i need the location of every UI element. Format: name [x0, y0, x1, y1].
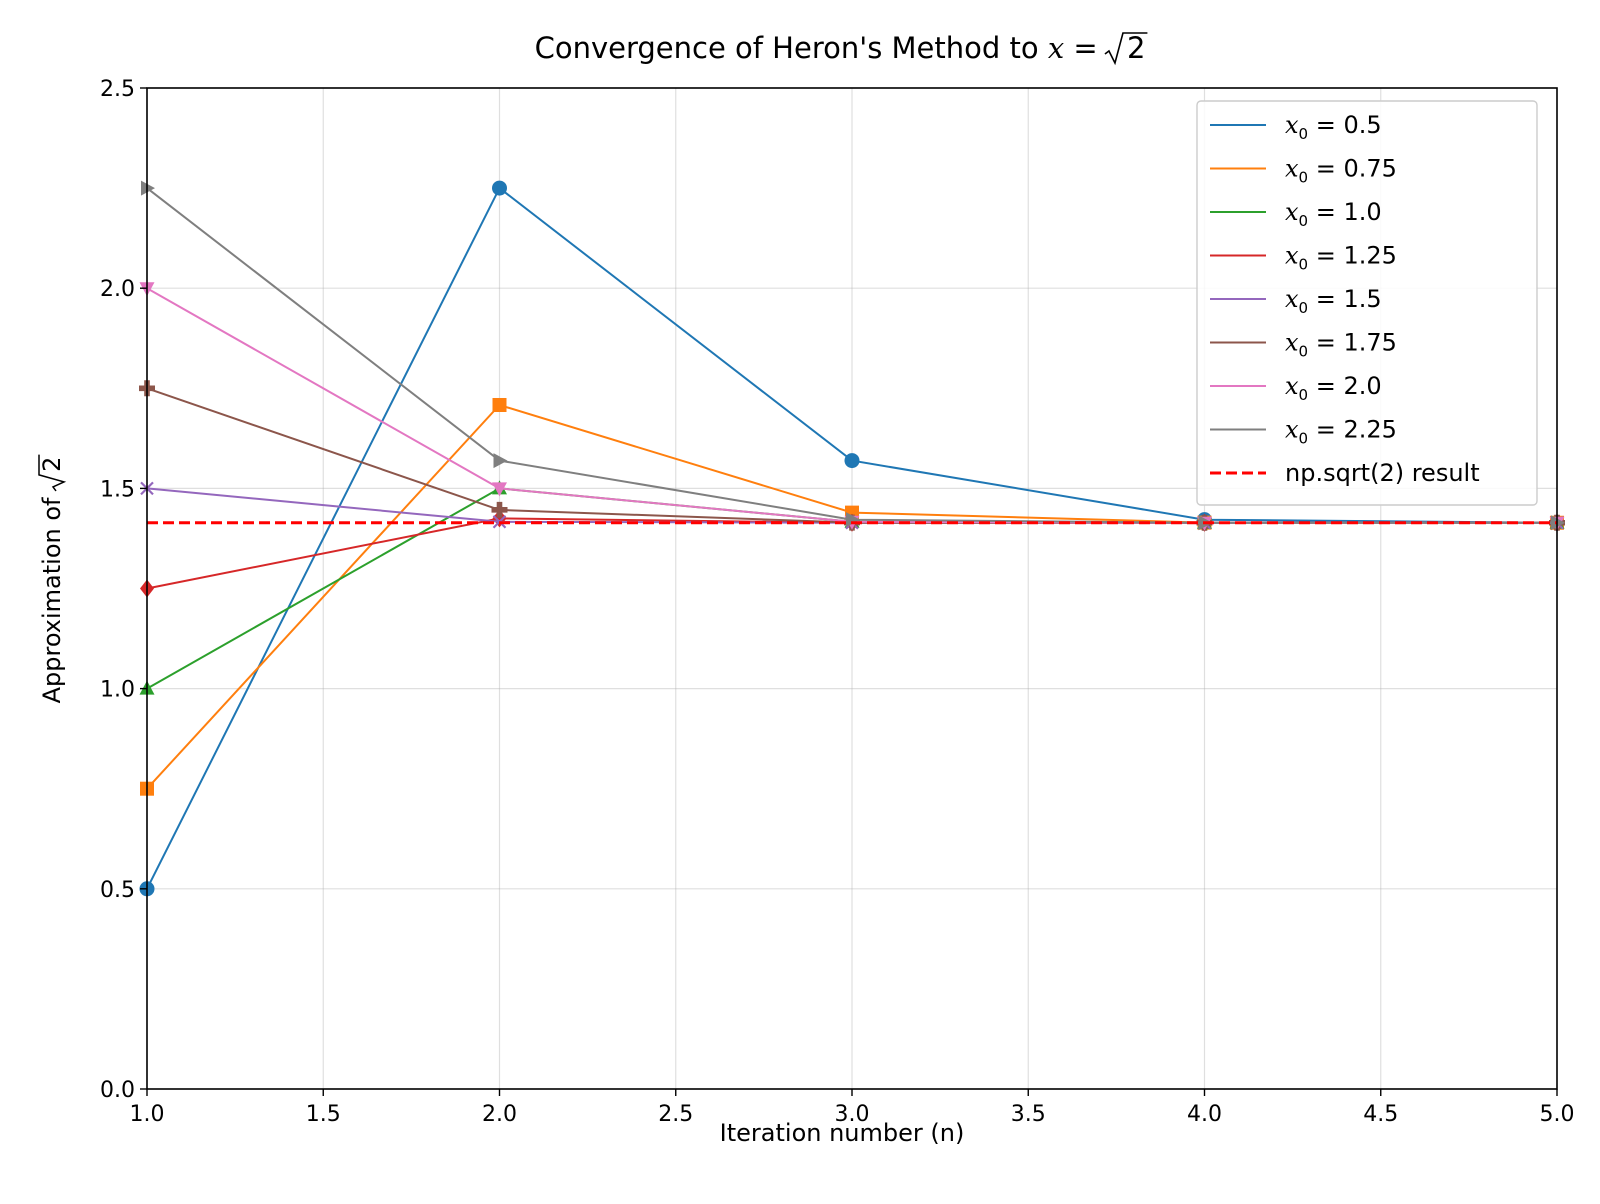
legend-label: x0 = 1.0 [1285, 198, 1382, 230]
y-tick-label: 2.0 [100, 277, 135, 302]
legend-label-symbol: x [1285, 285, 1299, 313]
legend-label-value: = 2.0 [1308, 372, 1382, 400]
legend-label-subscript: 0 [1299, 125, 1309, 143]
legend-entry: x0 = 1.0 [1210, 198, 1382, 230]
y-tick-label: 1.0 [100, 678, 135, 703]
legend-label-subscript: 0 [1299, 299, 1309, 317]
legend-label-symbol: x [1285, 416, 1299, 444]
y-axis-title-sqrt-sign [38, 454, 67, 492]
legend-label: x0 = 1.75 [1285, 329, 1397, 361]
y-tick-label: 1.5 [100, 477, 135, 502]
chart-title-var: x [1048, 31, 1064, 65]
data-point-marker [493, 453, 508, 469]
x-tick-label: 4.0 [1187, 1102, 1222, 1127]
legend-label-subscript: 0 [1299, 212, 1309, 230]
y-axis-title-text: Approximation of [38, 490, 66, 704]
data-point-marker [492, 397, 507, 412]
legend-label-symbol: x [1285, 198, 1299, 226]
y-axis-title-radicand: 2 [38, 457, 66, 472]
legend-label-value: = 1.0 [1308, 198, 1382, 226]
x-axis-title: Iteration number (n) [720, 1119, 965, 1147]
legend-label-symbol: x [1285, 111, 1299, 139]
legend-entry: x0 = 0.5 [1210, 111, 1382, 143]
data-point-marker [1551, 515, 1565, 531]
y-tick-label: 0.0 [100, 1078, 135, 1103]
chart-title: Convergence of Heron's Method to x = 2 [535, 31, 1148, 66]
legend-entry: x0 = 1.5 [1210, 285, 1382, 317]
legend-label: x0 = 0.5 [1285, 111, 1382, 143]
legend-label-symbol: x [1285, 155, 1299, 183]
chart-title-text: Convergence of Heron's Method to [535, 31, 1048, 65]
x-tick-label: 2.0 [482, 1102, 517, 1127]
y-axis-ticks: 0.0 0.5 1.0 1.5 2.0 2.5 [100, 77, 147, 1103]
legend-label-value: = 1.75 [1308, 329, 1397, 357]
data-point-marker [844, 453, 860, 469]
legend-label-value: = 0.5 [1308, 111, 1382, 139]
legend-label-subscript: 0 [1299, 169, 1309, 187]
data-point-marker [492, 180, 507, 196]
data-point-marker [846, 512, 860, 528]
legend-entry-reference: np.sqrt(2) result [1210, 459, 1480, 487]
legend-label-value: = 1.5 [1308, 285, 1382, 313]
y-axis-title: Approximation of 2 [38, 454, 67, 704]
svg-text:Convergence of Heron's Method: Convergence of Heron's Method to x = 2 [535, 31, 1146, 65]
data-point-marker [141, 180, 155, 196]
legend-label-subscript: 0 [1299, 386, 1309, 404]
legend-label: x0 = 1.25 [1285, 242, 1397, 274]
legend-label-subscript: 0 [1299, 256, 1309, 274]
legend-label-value: = 2.25 [1308, 416, 1397, 444]
x-tick-label: 1.0 [130, 1102, 165, 1127]
y-tick-label: 2.5 [100, 77, 135, 102]
legend-label: np.sqrt(2) result [1285, 459, 1480, 487]
legend-entry: x0 = 0.75 [1210, 155, 1397, 187]
legend-label-symbol: x [1285, 329, 1299, 357]
title-sqrt-sign [1104, 32, 1148, 66]
legend-entry: x0 = 1.75 [1210, 329, 1397, 361]
legend-label-symbol: x [1285, 372, 1299, 400]
chart-title-eq: = [1064, 31, 1107, 65]
x-tick-label: 5.0 [1540, 1102, 1575, 1127]
data-point-marker [491, 501, 508, 518]
x-tick-label: 1.5 [306, 1102, 341, 1127]
legend-label-subscript: 0 [1299, 343, 1309, 361]
legend-entry: x0 = 2.0 [1210, 372, 1382, 404]
legend-label: x0 = 0.75 [1285, 155, 1397, 187]
legend-label: x0 = 1.5 [1285, 285, 1382, 317]
data-point-marker [492, 482, 507, 497]
legend-label-value: = 0.75 [1308, 155, 1397, 183]
legend-frame [1196, 100, 1538, 506]
legend-label: x0 = 2.0 [1285, 372, 1382, 404]
x-tick-label: 3.5 [1011, 1102, 1046, 1127]
y-tick-label: 0.5 [100, 878, 135, 903]
x-tick-label: 4.5 [1363, 1102, 1398, 1127]
legend-label-symbol: x [1285, 242, 1299, 270]
chart-title-radicand: 2 [1127, 31, 1145, 65]
legend-label-subscript: 0 [1299, 430, 1309, 448]
legend-entry: x0 = 1.25 [1210, 242, 1397, 274]
x-axis-ticks: 1.0 1.5 2.0 2.5 3.0 3.5 4.0 4.5 5.0 [130, 1089, 1575, 1127]
x-tick-label: 3.0 [835, 1102, 870, 1127]
svg-text:Approximation of 2: Approximation of 2 [38, 457, 66, 704]
legend-entry: x0 = 2.25 [1210, 416, 1397, 448]
legend-label-value: = 1.25 [1308, 242, 1397, 270]
x-tick-label: 2.5 [658, 1102, 693, 1127]
legend-label: x0 = 2.25 [1285, 416, 1397, 448]
